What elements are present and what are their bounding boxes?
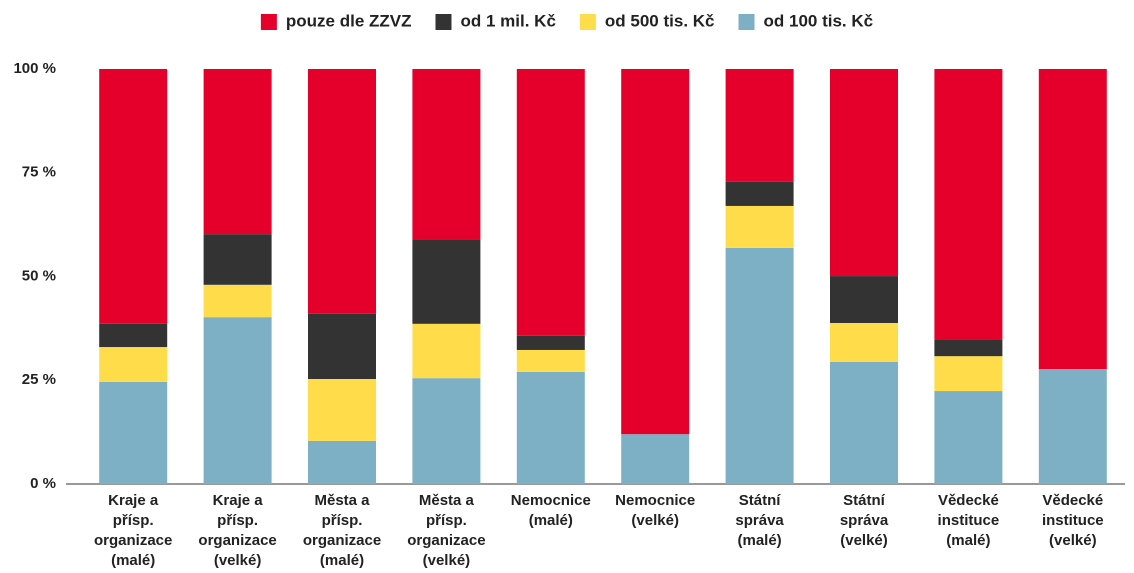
label-line: (malé) bbox=[738, 532, 782, 549]
label-line: Vědecké bbox=[1042, 492, 1103, 509]
bar-segment bbox=[830, 276, 898, 323]
y-tick-label: 50 % bbox=[22, 267, 56, 284]
bar-segment bbox=[830, 69, 898, 277]
legend-label: od 500 tis. Kč bbox=[605, 11, 715, 30]
label-line: Města a bbox=[419, 492, 475, 509]
x-tick-label: Nemocnice (malé) bbox=[511, 492, 591, 529]
bar-segment bbox=[725, 69, 794, 182]
label-line: (malé) bbox=[946, 532, 990, 549]
bar-segment bbox=[308, 440, 376, 484]
x-tick-label: Vědecké instituce (malé) bbox=[938, 492, 1000, 549]
bar-segment bbox=[934, 391, 1003, 484]
label-line: Státní bbox=[739, 492, 782, 509]
bar-segment bbox=[99, 347, 168, 382]
x-tick-label: Kraje a přísp. organizace (velké) bbox=[198, 492, 276, 569]
bar-segment bbox=[934, 356, 1003, 392]
bar-segment bbox=[516, 335, 585, 350]
bar-segment bbox=[516, 349, 585, 372]
y-tick-label: 75 % bbox=[22, 164, 56, 181]
label-line: (velké) bbox=[1049, 532, 1097, 549]
x-tick-label: Nemocnice (velké) bbox=[615, 492, 695, 529]
y-tick-label: 0 % bbox=[30, 475, 56, 492]
bar-segment bbox=[203, 284, 272, 318]
bar-segment bbox=[934, 339, 1003, 357]
label-line: instituce bbox=[938, 512, 1000, 529]
label-line: organizace bbox=[303, 532, 381, 549]
x-tick-label: Státní správa (velké) bbox=[840, 492, 889, 549]
bar-segment bbox=[203, 317, 272, 484]
bar-segment bbox=[725, 205, 794, 248]
x-tick-label: Vědecké instituce (velké) bbox=[1042, 492, 1104, 549]
bar-segment bbox=[99, 323, 168, 348]
bar-segment bbox=[1038, 69, 1107, 370]
x-tick-label: Města a přísp. organizace (malé) bbox=[303, 492, 381, 569]
label-line: Státní bbox=[843, 492, 886, 509]
bar-segment bbox=[99, 69, 168, 324]
bar-segment bbox=[621, 69, 690, 435]
label-line: organizace bbox=[94, 532, 172, 549]
label-line: (velké) bbox=[840, 532, 888, 549]
x-tick-label: Města a přísp. organizace (velké) bbox=[407, 492, 485, 569]
label-line: (malé) bbox=[111, 552, 155, 569]
bar-segment bbox=[516, 69, 585, 336]
label-line: (malé) bbox=[320, 552, 364, 569]
label-line: správa bbox=[735, 512, 784, 529]
bar-segment bbox=[99, 381, 168, 484]
bar-segment bbox=[725, 181, 794, 206]
y-tick-label: 25 % bbox=[22, 371, 56, 388]
bar-segment bbox=[308, 69, 376, 314]
label-line: Nemocnice bbox=[511, 492, 591, 509]
label-line: správa bbox=[840, 512, 889, 529]
label-line: (velké) bbox=[214, 552, 262, 569]
bar-segment bbox=[308, 379, 376, 441]
label-line: organizace bbox=[407, 532, 485, 549]
bar-segment bbox=[412, 69, 481, 240]
label-line: Kraje a bbox=[108, 492, 159, 509]
label-line: přísp. bbox=[426, 512, 467, 529]
bar-segment bbox=[203, 234, 272, 285]
bar-segment bbox=[516, 371, 585, 484]
label-line: přísp. bbox=[113, 512, 154, 529]
bar-segment bbox=[830, 361, 898, 484]
bar-segment bbox=[1038, 369, 1107, 484]
label-line: Města a bbox=[314, 492, 370, 509]
bar-segment bbox=[203, 69, 272, 235]
label-line: (velké) bbox=[423, 552, 471, 569]
bar-segment bbox=[308, 313, 376, 380]
label-line: přísp. bbox=[217, 512, 258, 529]
legend-swatch bbox=[579, 14, 596, 30]
legend-label: pouze dle ZZVZ bbox=[286, 11, 412, 30]
x-tick-label: Státní správa (malé) bbox=[735, 492, 784, 549]
bar-segment bbox=[725, 247, 794, 484]
label-line: (velké) bbox=[631, 512, 679, 529]
bar-segment bbox=[412, 323, 481, 379]
legend-swatch bbox=[738, 14, 755, 30]
legend-swatch bbox=[260, 14, 277, 30]
legend-label: od 1 mil. Kč bbox=[460, 11, 555, 30]
label-line: organizace bbox=[198, 532, 276, 549]
bar-segment bbox=[412, 239, 481, 324]
label-line: přísp. bbox=[322, 512, 363, 529]
legend-swatch bbox=[435, 14, 452, 30]
label-line: (malé) bbox=[529, 512, 573, 529]
label-line: Vědecké bbox=[938, 492, 999, 509]
label-line: Kraje a bbox=[213, 492, 264, 509]
bar-segment bbox=[830, 322, 898, 362]
label-line: Nemocnice bbox=[615, 492, 695, 509]
label-line: instituce bbox=[1042, 512, 1104, 529]
y-tick-label: 100 % bbox=[13, 60, 56, 77]
bar-segment bbox=[412, 378, 481, 484]
bar-segment bbox=[934, 69, 1003, 340]
bar-segment bbox=[621, 434, 690, 484]
x-tick-label: Kraje a přísp. organizace (malé) bbox=[94, 492, 172, 569]
legend-label: od 100 tis. Kč bbox=[764, 11, 874, 30]
legend: pouze dle ZZVZ od 1 mil. Kč od 500 tis. Kč… bbox=[260, 11, 874, 30]
